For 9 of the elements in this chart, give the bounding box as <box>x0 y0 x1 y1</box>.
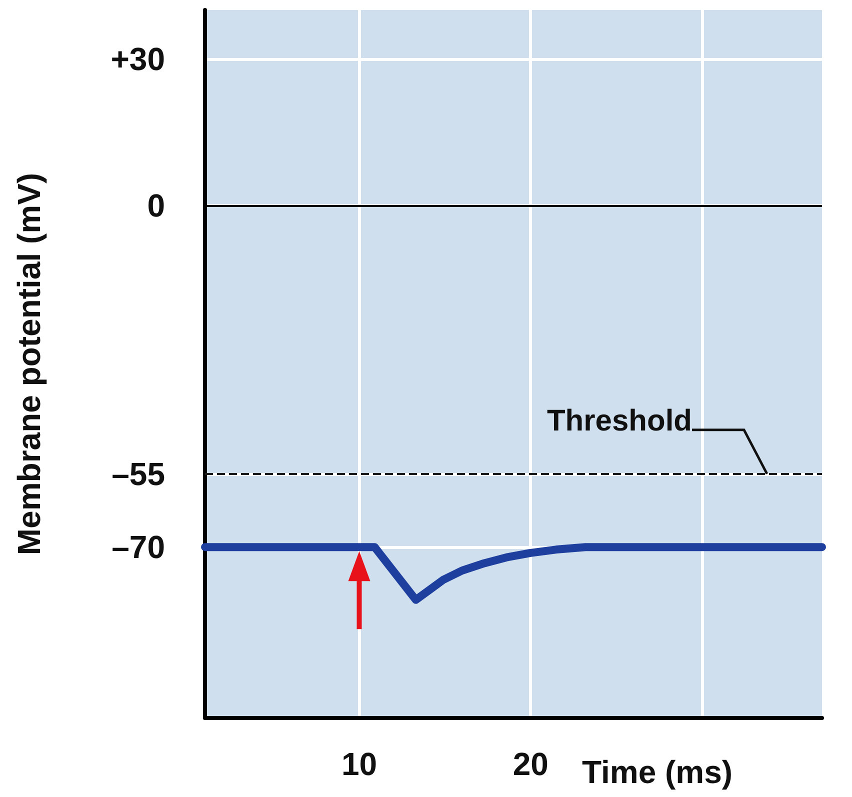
y-tick-label: 0 <box>147 187 165 224</box>
y-tick-label: +30 <box>110 40 165 77</box>
x-axis-title: Time (ms) <box>582 754 733 790</box>
ref-line-label: Threshold <box>546 404 692 438</box>
y-tick-label: –70 <box>112 529 165 566</box>
x-tick-label: 20 <box>512 746 548 782</box>
y-tick-label: –55 <box>112 456 165 492</box>
x-tick-label: 10 <box>341 746 378 782</box>
y-axis-title: Membrane potential (mV) <box>11 172 47 556</box>
